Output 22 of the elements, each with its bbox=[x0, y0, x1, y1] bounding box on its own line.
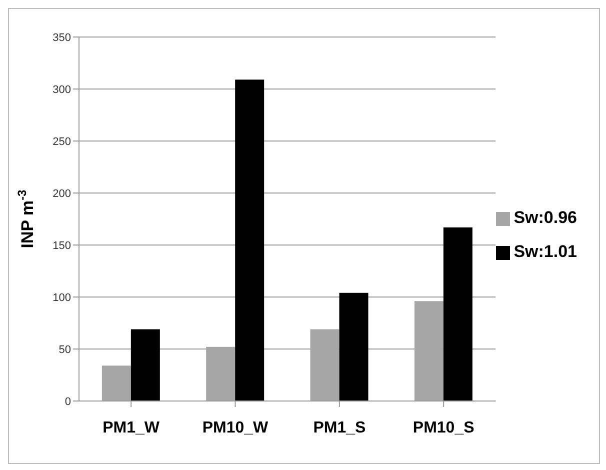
x-tick-label: PM10_S bbox=[412, 419, 475, 436]
y-tick-label: 250 bbox=[52, 136, 71, 148]
y-tick-label: 200 bbox=[52, 188, 71, 200]
x-tick-label: PM1_S bbox=[313, 419, 366, 436]
y-tick-label: 300 bbox=[52, 84, 71, 96]
x-tick-label: PM1_W bbox=[102, 419, 160, 436]
y-tick-label: 50 bbox=[58, 344, 71, 356]
x-tick-label: PM10_W bbox=[202, 419, 270, 436]
y-tick-label: 150 bbox=[52, 240, 71, 252]
bar bbox=[339, 292, 368, 401]
bar bbox=[130, 329, 160, 401]
y-tick-label: 350 bbox=[52, 32, 71, 44]
bar bbox=[443, 227, 472, 401]
legend-label: Sw:0.96 bbox=[514, 208, 577, 227]
bar bbox=[414, 301, 444, 401]
y-tick-label: 100 bbox=[52, 292, 71, 304]
bar bbox=[310, 329, 340, 401]
legend-label: Sw:1.01 bbox=[514, 242, 577, 261]
bar bbox=[235, 80, 264, 401]
y-tick-label: 0 bbox=[64, 396, 71, 408]
bar bbox=[206, 346, 236, 401]
bar bbox=[102, 366, 131, 401]
